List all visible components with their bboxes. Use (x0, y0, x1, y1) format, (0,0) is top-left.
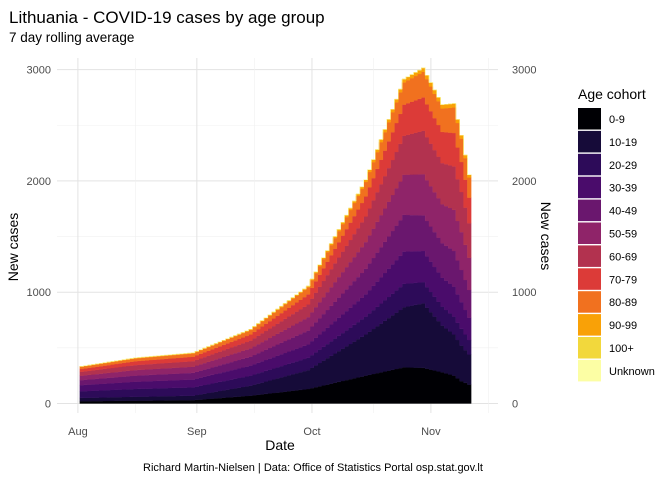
y-tick-label: 3000 (27, 65, 51, 77)
y-axis-label: New cases (5, 213, 21, 281)
x-axis-label: Date (265, 437, 295, 453)
y-tick-label-right: 0 (512, 399, 518, 411)
legend-swatch (578, 314, 601, 336)
y-axis-label-secondary: New cases (538, 202, 554, 270)
legend-label: 20-29 (609, 160, 637, 172)
legend: 0-9 10-19 20-29 30-39 40-49 50-59 60-69 70-79 80… (578, 108, 655, 382)
area-Unknown (79, 67, 472, 367)
chart-subtitle: 7 day rolling average (9, 30, 134, 45)
chart-title: Lithuania - COVID-19 cases by age group (9, 8, 325, 27)
x-tick-label: Nov (421, 426, 441, 438)
legend-swatch (578, 359, 601, 382)
legend-label: 30-39 (609, 183, 637, 195)
y-tick-label-right: 1000 (512, 287, 536, 299)
y-tick-label: 0 (45, 399, 51, 411)
legend-label: 10-19 (609, 137, 637, 149)
y-tick-label-right: 2000 (512, 176, 536, 188)
x-tick-label: Aug (68, 426, 88, 438)
y-tick-label: 1000 (27, 287, 51, 299)
y-axis-right: 0 1000 2000 3000 (512, 65, 536, 411)
legend-label: Unknown (609, 366, 655, 378)
legend-label: 60-69 (609, 251, 637, 263)
legend-label: 100+ (609, 343, 634, 355)
legend-swatch (578, 108, 601, 130)
legend-swatch (578, 291, 601, 313)
legend-swatch (578, 245, 601, 267)
stacked-areas (79, 67, 472, 404)
legend-swatch (578, 176, 601, 199)
x-axis: Aug Sep Oct Nov (68, 426, 441, 438)
legend-title: Age cohort (578, 86, 646, 102)
x-tick-label: Oct (303, 426, 320, 438)
chart-caption: Richard Martin-Nielsen | Data: Office of… (143, 462, 483, 474)
legend-swatch (578, 199, 601, 222)
legend-swatch (578, 337, 601, 359)
legend-label: 80-89 (609, 297, 637, 309)
x-tick-label: Sep (187, 426, 207, 438)
legend-label: 50-59 (609, 229, 637, 241)
legend-label: 40-49 (609, 206, 637, 218)
legend-swatch (578, 222, 601, 244)
legend-swatch (578, 130, 601, 153)
y-axis-left: 0 1000 2000 3000 (27, 65, 51, 411)
legend-label: 90-99 (609, 320, 637, 332)
legend-swatch (578, 268, 601, 290)
legend-label: 0-9 (609, 114, 625, 126)
legend-label: 70-79 (609, 274, 637, 286)
legend-swatch (578, 153, 601, 176)
y-tick-label: 2000 (27, 176, 51, 188)
y-tick-label-right: 3000 (512, 65, 536, 77)
